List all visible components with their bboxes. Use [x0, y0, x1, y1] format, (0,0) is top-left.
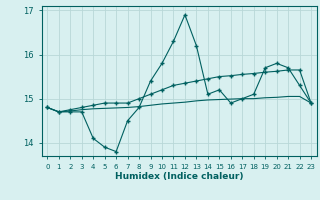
X-axis label: Humidex (Indice chaleur): Humidex (Indice chaleur)	[115, 172, 244, 181]
